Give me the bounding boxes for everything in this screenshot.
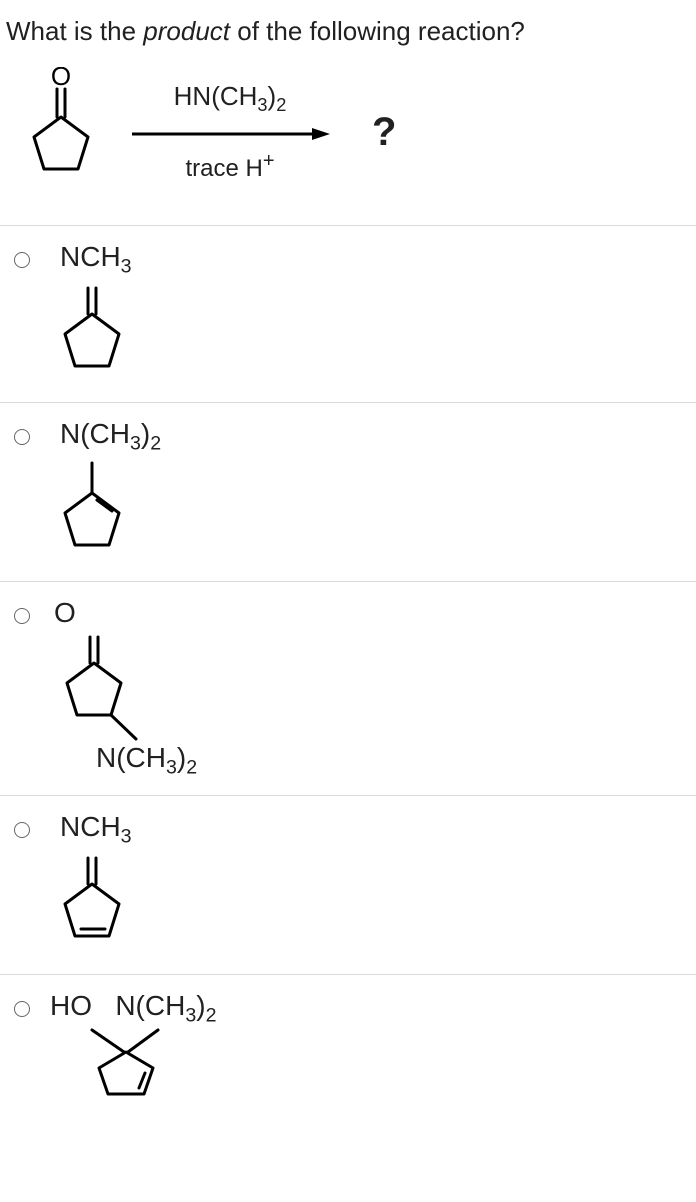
radio-c[interactable] [14, 608, 30, 624]
option-a-label: NCH3 [60, 242, 132, 278]
option-b-structure [50, 455, 142, 565]
option-e-structure [50, 1028, 250, 1102]
product-placeholder: ? [372, 110, 396, 155]
option-c-bottom-label: N(CH3)2 [96, 743, 197, 779]
reaction-arrow [130, 126, 330, 142]
question-prefix: What is the [6, 16, 143, 46]
option-c-structure [50, 629, 170, 749]
option-c[interactable]: O N(CH3)2 [0, 581, 696, 795]
option-c-content: O N(CH3)2 [50, 598, 197, 779]
option-a[interactable]: NCH3 [0, 225, 696, 402]
question-suffix: of the following reaction? [230, 16, 525, 46]
reagent-label: HN(CH3)2 [174, 81, 287, 116]
question-text: What is the product of the following rea… [0, 0, 696, 67]
option-b-content: N(CH3)2 [50, 419, 161, 565]
option-b-label: N(CH3)2 [60, 419, 161, 455]
svg-text:O: O [51, 67, 71, 91]
reaction-scheme: O HN(CH3)2 trace H+ ? [0, 67, 696, 225]
option-d-label: NCH3 [60, 812, 132, 848]
radio-a[interactable] [14, 252, 30, 268]
question-emph: product [143, 16, 230, 46]
radio-d[interactable] [14, 822, 30, 838]
option-d-structure [50, 848, 142, 958]
radio-e[interactable] [14, 1001, 30, 1017]
radio-b[interactable] [14, 429, 30, 445]
catalyst-label: trace H+ [185, 150, 274, 183]
option-a-content: NCH3 [50, 242, 140, 386]
option-c-top-label: O [54, 598, 76, 629]
reaction-arrow-block: HN(CH3)2 trace H+ [130, 81, 330, 183]
option-a-structure [50, 278, 140, 386]
option-e-label: HO N(CH3)2 [50, 991, 216, 1027]
option-d[interactable]: NCH3 [0, 795, 696, 974]
option-e-content: HO N(CH3)2 [50, 991, 250, 1101]
option-d-content: NCH3 [50, 812, 142, 958]
start-material-cyclopentanone: O [16, 67, 106, 197]
option-e[interactable]: HO N(CH3)2 [0, 974, 696, 1105]
option-b[interactable]: N(CH3)2 [0, 402, 696, 581]
options-list: NCH3 N(CH3)2 [0, 225, 696, 1106]
